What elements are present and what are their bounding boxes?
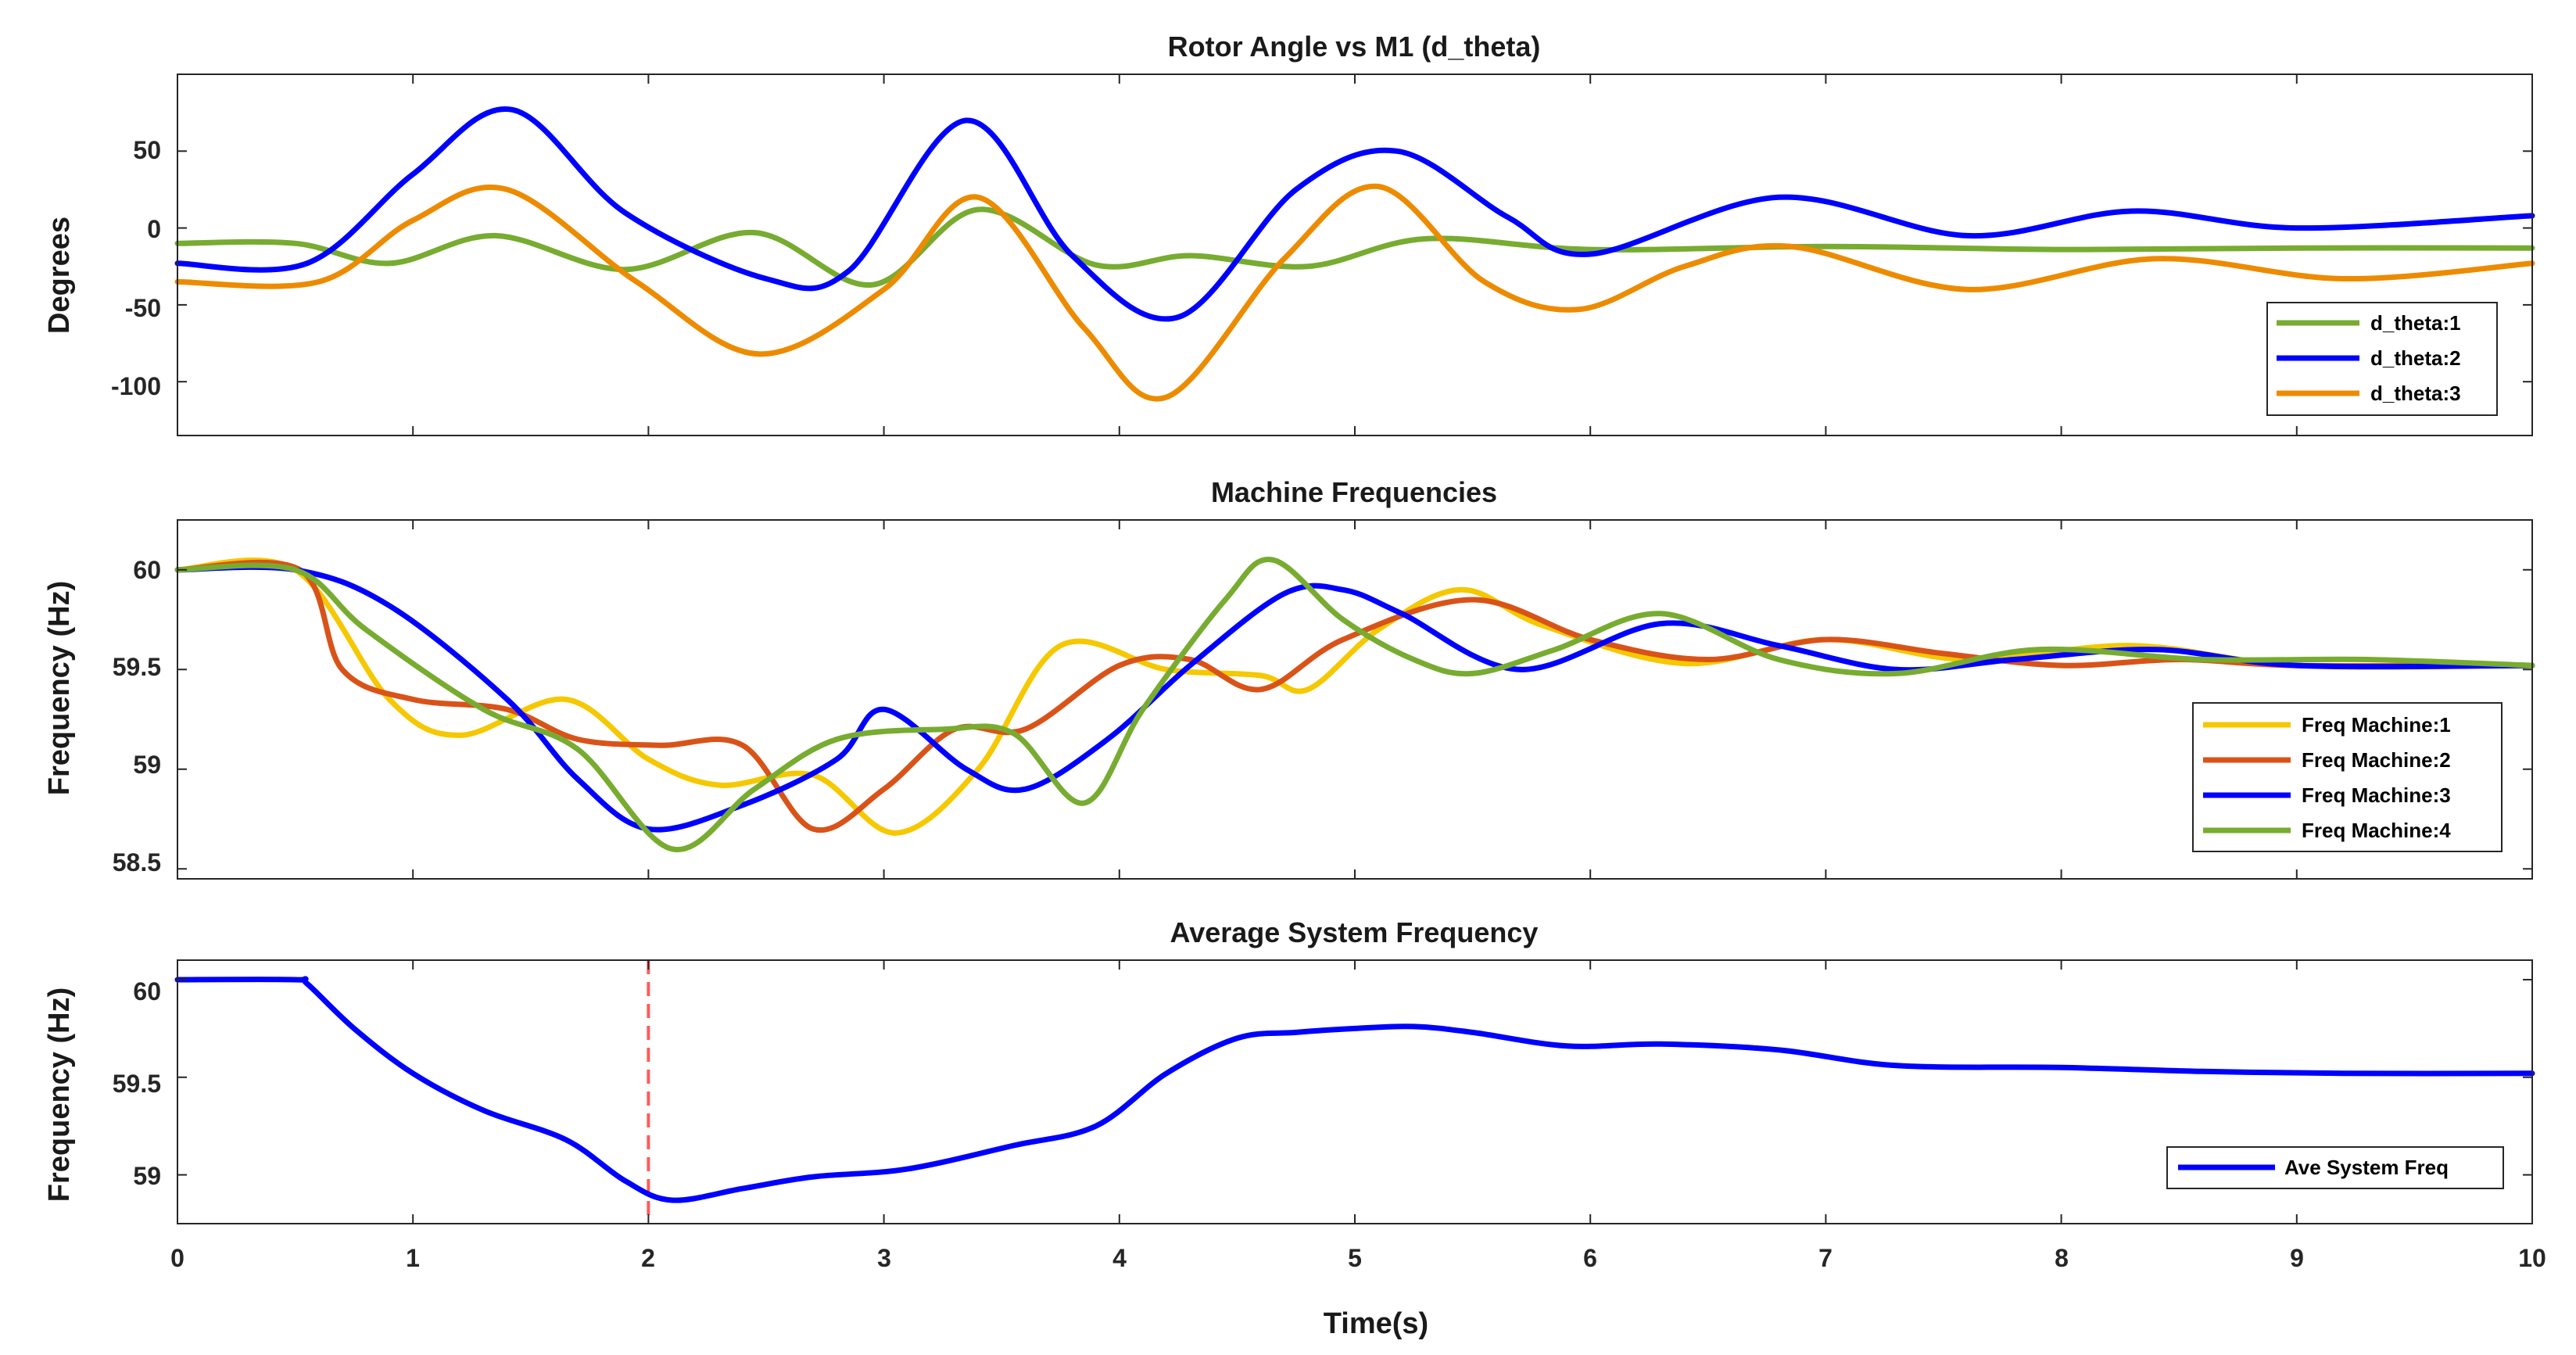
average-system-frequency-legend: Ave System Freq [2166,1146,2504,1189]
y-tick-label: 50 [133,136,161,164]
series-line-d-theta-3 [174,183,2535,402]
legend-label: Freq Machine:4 [2302,819,2451,842]
average-system-frequency-ticks [177,960,2533,1224]
y-tick-label: 59 [133,1162,161,1190]
legend-label: d_theta:3 [2370,382,2461,405]
time-x-tick-labels: 0 1 2 3 4 5 6 7 8 9 10 [170,1244,2546,1272]
y-tick-label: 59.5 [113,653,161,681]
legend-label: d_theta:2 [2370,346,2461,370]
x-tick-label: 8 [2055,1244,2069,1272]
legend-label: Freq Machine:1 [2302,713,2451,737]
y-tick-label: 60 [133,977,161,1005]
rotor-angle-ylabel: Degrees [43,217,76,334]
y-tick-label: 59.5 [113,1070,161,1098]
x-tick-label: 1 [406,1244,420,1272]
x-tick-label: 4 [1112,1244,1127,1272]
y-tick-label: 58.5 [113,848,161,876]
x-tick-label: 5 [1348,1244,1362,1272]
legend-label: Freq Machine:2 [2302,748,2451,772]
machine-frequencies-ticks [177,520,2533,879]
rotor-angle-title: Rotor Angle vs M1 (d_theta) [1168,30,1541,63]
y-tick-label: 60 [133,556,161,584]
rotor-angle-ticks [177,74,2533,436]
machine-frequencies-ylabel: Frequency (Hz) [43,581,76,795]
series-line-freq-machine-4 [174,557,2535,853]
machine-frequencies-legend: Freq Machine:1 Freq Machine:2 Freq Machi… [2192,702,2503,852]
y-tick-label: 59 [133,751,161,779]
x-tick-label: 10 [2518,1244,2546,1272]
x-tick-label: 2 [641,1244,655,1272]
machine-frequencies-panel: Machine Frequencies Frequency (Hz) 60 59… [43,476,2535,880]
x-tick-label: 0 [170,1244,185,1272]
rotor-angle-legend: d_theta:1 d_theta:2 d_theta:3 [2266,302,2498,416]
series-line-d-theta-2 [174,106,2535,322]
time-xlabel: Time(s) [1324,1307,1428,1340]
legend-label: Freq Machine:3 [2302,783,2451,807]
legend-box [2192,702,2503,852]
series-line-ave-system-freq [174,976,2535,1203]
average-system-frequency-lines [174,976,2535,1203]
series-line-d-theta-1 [174,206,2535,288]
series-line-freq-machine-3 [174,564,2535,833]
y-tick-label: -100 [111,372,161,400]
machine-frequencies-lines [174,557,2535,853]
average-system-frequency-y-tick-labels: 60 59.5 59 [113,977,161,1190]
average-system-frequency-title: Average System Frequency [1170,916,1539,948]
machine-frequencies-y-tick-labels: 60 59.5 59 58.5 [113,556,161,876]
rotor-angle-panel: Rotor Angle vs M1 (d_theta) Degrees 50 0… [43,30,2535,436]
rotor-angle-lines [174,106,2535,402]
machine-frequencies-title: Machine Frequencies [1211,476,1497,508]
x-tick-label: 6 [1583,1244,1597,1272]
legend-label: d_theta:1 [2370,311,2461,335]
average-system-frequency-ylabel: Frequency (Hz) [43,988,76,1202]
x-tick-label: 3 [877,1244,891,1272]
rotor-angle-y-tick-labels: 50 0 -50 -100 [111,136,161,400]
x-tick-label: 9 [2290,1244,2304,1272]
x-tick-label: 7 [1818,1244,1833,1272]
y-tick-label: -50 [125,294,161,322]
y-tick-label: 0 [147,215,161,243]
average-system-frequency-panel: Average System Frequency Frequency (Hz) … [43,916,2546,1340]
legend-label: Ave System Freq [2284,1156,2449,1179]
